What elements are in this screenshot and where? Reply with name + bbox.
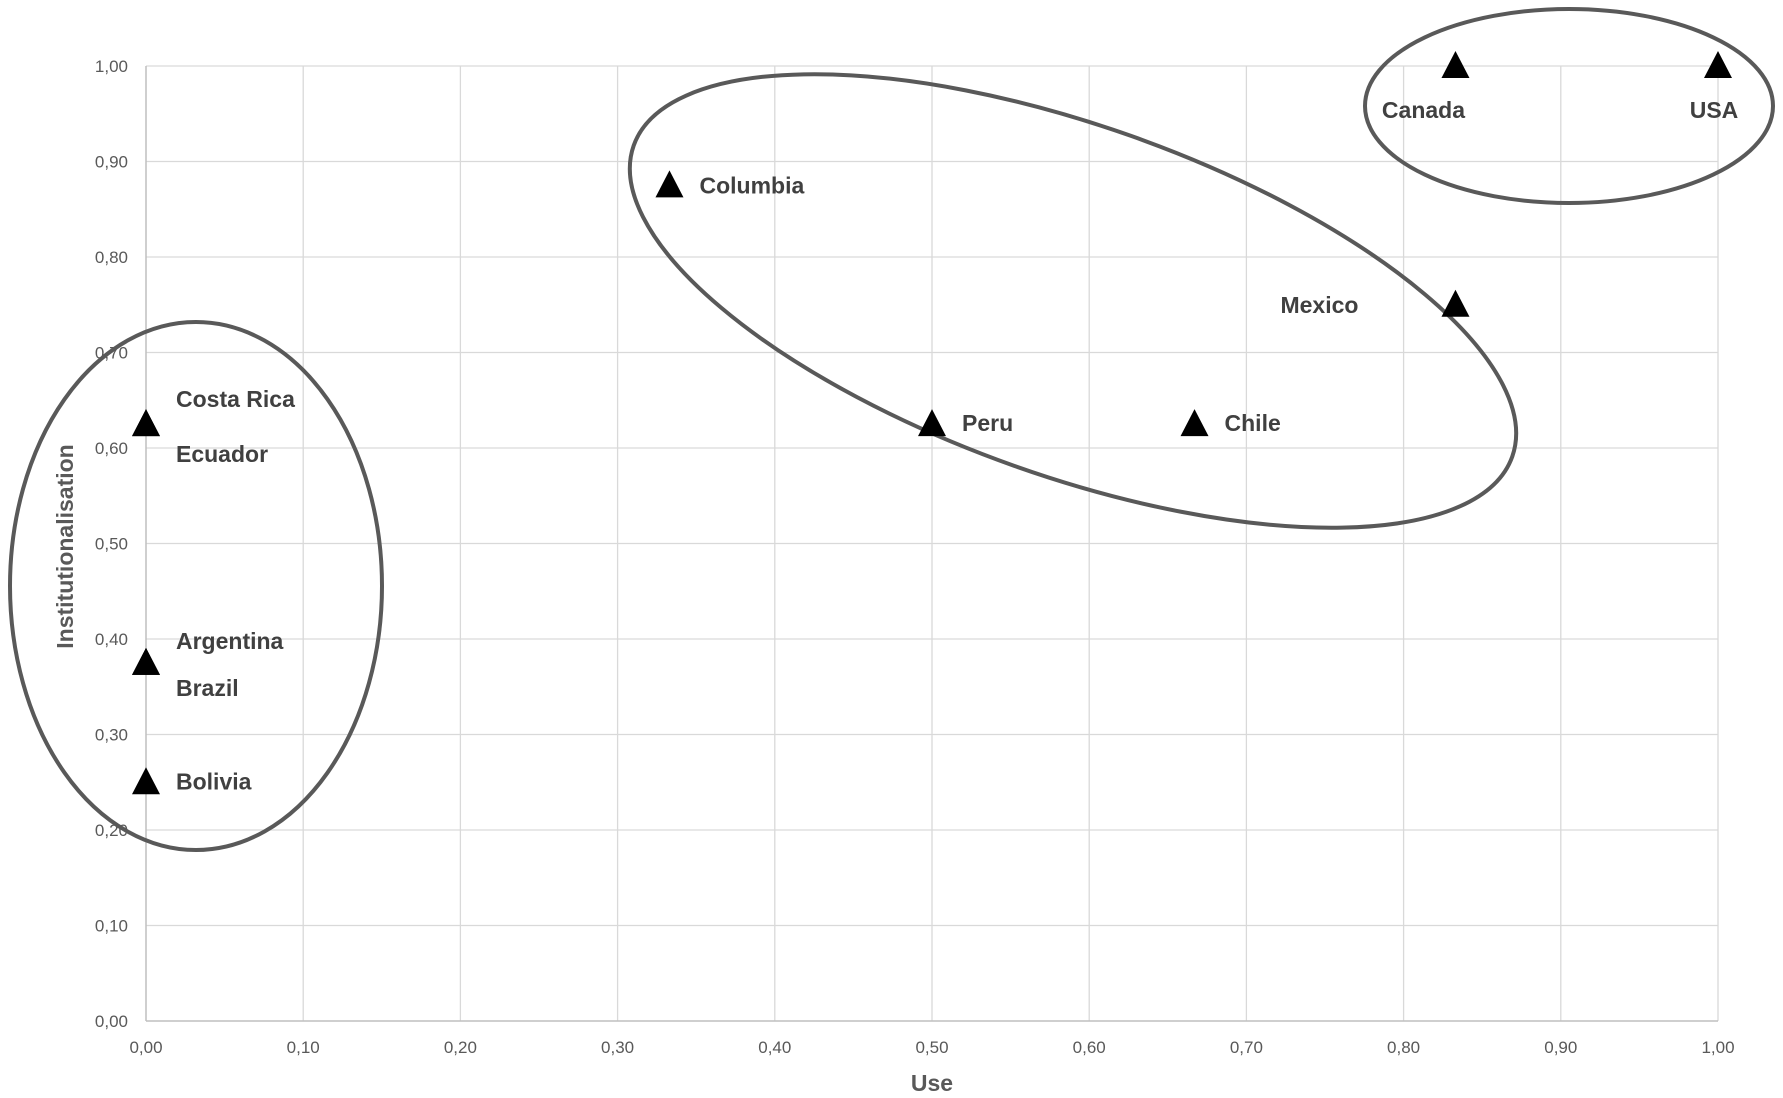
x-tick-label: 0,90 <box>1544 1038 1577 1057</box>
y-tick-label: 0,30 <box>95 726 128 745</box>
x-tick-label: 0,00 <box>129 1038 162 1057</box>
y-tick-label: 1,00 <box>95 57 128 76</box>
y-tick-label: 0,10 <box>95 917 128 936</box>
data-point-label: Bolivia <box>176 768 252 794</box>
cluster-layer <box>8 7 1775 852</box>
data-point-label: Chile <box>1225 410 1281 436</box>
y-tick-label: 0,00 <box>95 1012 128 1031</box>
x-tick-label: 0,30 <box>601 1038 634 1057</box>
data-point-label: Ecuador <box>176 441 268 467</box>
y-tick-label: 0,40 <box>95 630 128 649</box>
x-tick-label: 1,00 <box>1701 1038 1734 1057</box>
axis-layer: 0,00 0,10 0,20 0,30 0,40 0,50 0,60 0,70 0,80 0,90… <box>95 57 1735 1057</box>
x-axis-title: Use <box>911 1070 953 1096</box>
data-point-label: Mexico <box>1280 292 1358 318</box>
data-point-label: Argentina <box>176 628 284 654</box>
data-point-label: Brazil <box>176 675 239 701</box>
x-tick-label: 0,70 <box>1230 1038 1263 1057</box>
data-point-marker <box>132 767 160 795</box>
y-tick-label: 0,50 <box>95 535 128 554</box>
label-layer: Costa Rica Ecuador Argentina Brazil Bolivia C… <box>176 97 1738 794</box>
data-point-marker <box>132 647 160 675</box>
data-point-label: Canada <box>1382 97 1465 123</box>
data-point-label: USA <box>1690 97 1739 123</box>
y-tick-label: 0,90 <box>95 153 128 172</box>
data-point-marker <box>1441 289 1470 317</box>
data-point-marker <box>1704 51 1732 78</box>
x-tick-label: 0,10 <box>287 1038 320 1057</box>
x-tick-label: 0,50 <box>915 1038 948 1057</box>
data-point-marker <box>655 170 684 198</box>
y-axis-title: Institutionalisation <box>52 444 78 648</box>
cluster-ellipse <box>1363 7 1775 205</box>
x-tick-label: 0,40 <box>758 1038 791 1057</box>
data-point-marker <box>132 409 160 437</box>
data-point-marker <box>918 409 946 437</box>
grid-layer <box>146 65 1719 1021</box>
y-tick-label: 0,60 <box>95 439 128 458</box>
data-point-label: Costa Rica <box>176 386 295 412</box>
y-tick-label: 0,80 <box>95 248 128 267</box>
cluster-ellipse <box>627 72 1519 530</box>
data-point-label: Peru <box>962 410 1013 436</box>
x-tick-label: 0,60 <box>1073 1038 1106 1057</box>
point-layer <box>132 51 1732 795</box>
cluster-ellipse <box>8 320 384 852</box>
data-point-marker <box>1180 409 1209 437</box>
data-point-marker <box>1441 51 1470 78</box>
x-tick-label: 0,80 <box>1387 1038 1420 1057</box>
data-point-label: Columbia <box>699 172 804 198</box>
x-tick-label: 0,20 <box>444 1038 477 1057</box>
